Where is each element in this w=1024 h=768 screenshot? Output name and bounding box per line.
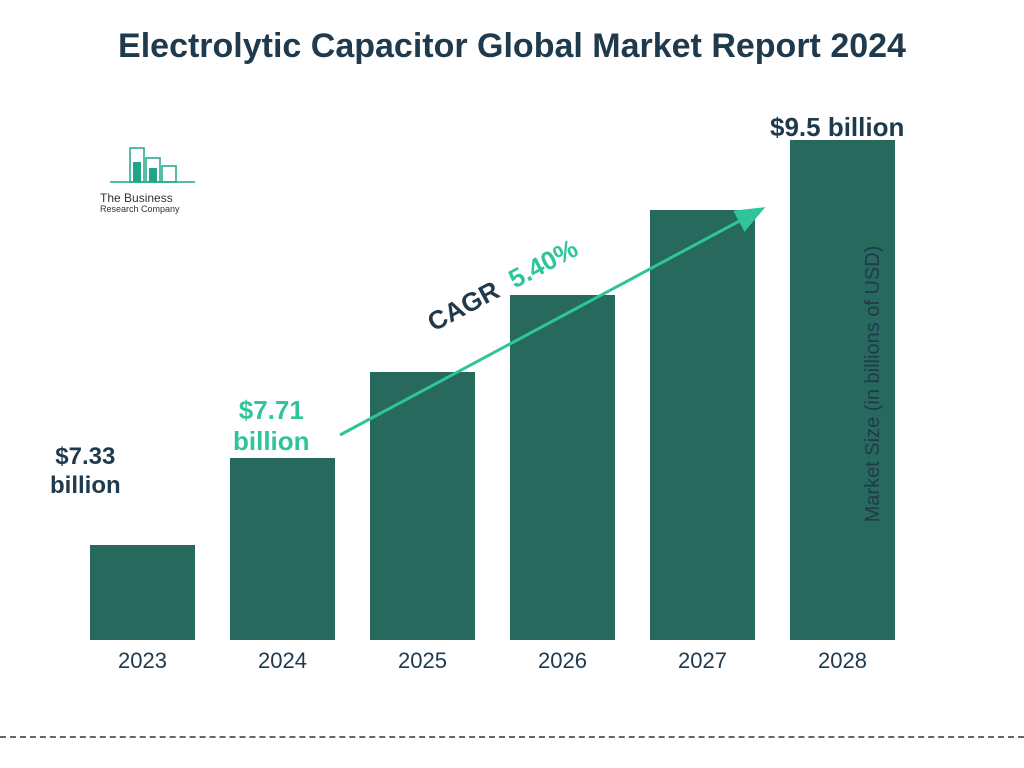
bar xyxy=(650,210,755,640)
value-label: $9.5 billion xyxy=(770,112,904,143)
x-tick: 2024 xyxy=(258,648,307,674)
bar-chart: 2023 2024 2025 2026 2027 2028 xyxy=(80,140,930,680)
bar xyxy=(230,458,335,640)
chart-title: Electrolytic Capacitor Global Market Rep… xyxy=(0,24,1024,68)
bars-container xyxy=(80,140,930,640)
value-label: $7.71billion xyxy=(233,395,310,457)
bar xyxy=(370,372,475,640)
x-tick: 2025 xyxy=(398,648,447,674)
x-tick: 2023 xyxy=(118,648,167,674)
bar xyxy=(90,545,195,640)
footer-divider xyxy=(0,736,1024,738)
value-label: $7.33billion xyxy=(50,443,121,501)
x-tick: 2026 xyxy=(538,648,587,674)
y-axis-label: Market Size (in billions of USD) xyxy=(862,246,885,523)
x-tick: 2028 xyxy=(818,648,867,674)
bar xyxy=(510,295,615,640)
x-tick: 2027 xyxy=(678,648,727,674)
x-axis: 2023 2024 2025 2026 2027 2028 xyxy=(80,640,930,680)
